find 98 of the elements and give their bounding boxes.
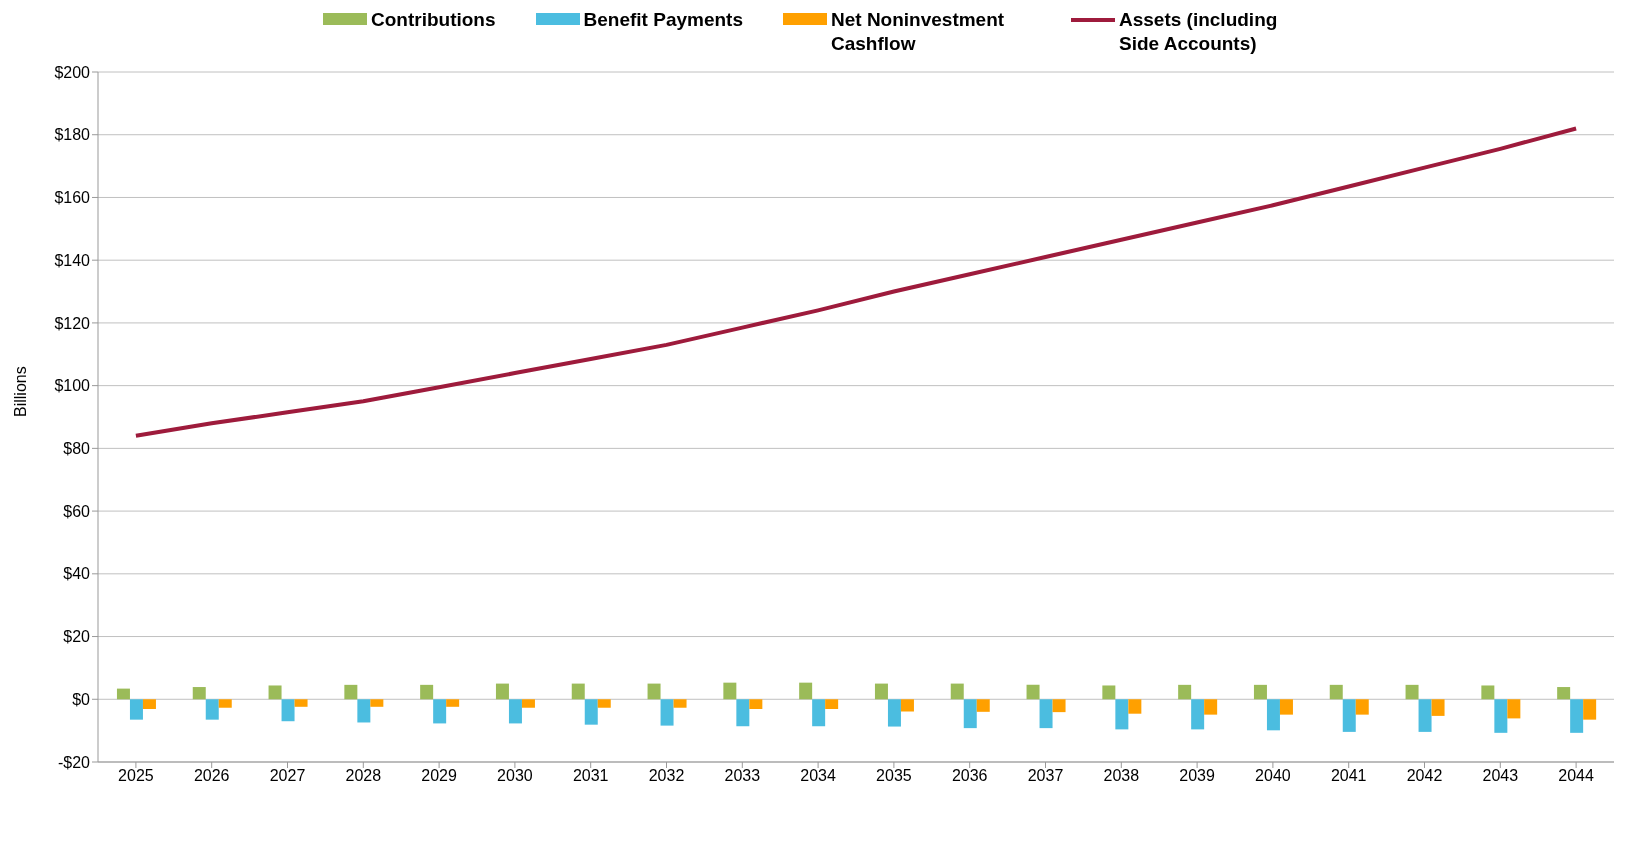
x-tick-label: 2031 — [572, 767, 609, 785]
legend-label: Benefit Payments — [583, 8, 743, 32]
bar — [1494, 699, 1508, 733]
y-tick-label: $100 — [54, 377, 91, 395]
y-tick-label: $0 — [72, 690, 91, 708]
bar — [205, 699, 219, 720]
x-tick-label: 2040 — [1255, 767, 1291, 785]
bar — [1342, 699, 1356, 732]
x-tick-label: 2039 — [1179, 767, 1215, 785]
bar — [900, 699, 914, 712]
legend-label: Net Noninvestment Cashflow — [830, 8, 1006, 56]
bar — [874, 683, 888, 700]
bar — [357, 699, 371, 723]
x-tick-label: 2032 — [648, 767, 685, 785]
y-tick-label: $60 — [63, 502, 91, 520]
bar — [508, 699, 522, 724]
line-series — [133, 126, 1579, 438]
y-tick-label: $40 — [63, 565, 91, 583]
bar — [736, 699, 750, 727]
bar — [495, 683, 509, 700]
bar — [1178, 684, 1192, 700]
bar — [950, 683, 964, 700]
bar — [812, 699, 826, 727]
bar — [749, 699, 763, 709]
legend-label: Assets (including Side Accounts) — [1118, 8, 1279, 56]
bar — [1102, 685, 1116, 700]
bar — [1266, 699, 1280, 731]
bar — [1253, 684, 1267, 700]
x-tick-label: 2033 — [724, 767, 761, 785]
bar — [420, 684, 434, 700]
bar — [1191, 699, 1205, 730]
bar — [647, 683, 661, 700]
bar — [1431, 699, 1445, 716]
x-tick-label: 2035 — [876, 767, 912, 785]
bar — [1557, 687, 1571, 700]
bar — [129, 699, 143, 720]
bar — [963, 699, 977, 729]
bar — [660, 699, 674, 726]
x-tick-label: 2042 — [1406, 767, 1443, 785]
y-axis-title: Billions — [11, 366, 29, 417]
x-tick-label: 2030 — [497, 767, 533, 785]
bar — [433, 699, 447, 724]
bar — [1039, 699, 1053, 729]
bar — [1329, 684, 1343, 700]
bar — [370, 699, 384, 707]
x-tick-label: 2036 — [951, 767, 988, 785]
bar — [1418, 699, 1432, 732]
bar — [1052, 699, 1066, 713]
bar — [1507, 699, 1521, 719]
x-tick-label: 2044 — [1558, 767, 1594, 785]
y-tick-label: $140 — [54, 251, 91, 269]
bar — [1583, 699, 1597, 720]
x-tick-label: 2027 — [269, 767, 306, 785]
bar — [116, 688, 130, 700]
bar — [825, 699, 839, 709]
bar — [281, 699, 295, 722]
y-tick-label: $200 — [54, 63, 91, 81]
bar — [976, 699, 990, 712]
bar — [1570, 699, 1584, 733]
bar — [673, 699, 687, 708]
bar — [1481, 685, 1495, 700]
x-tick-label: 2043 — [1482, 767, 1519, 785]
bar — [1204, 699, 1218, 715]
bar — [268, 685, 282, 700]
bar — [723, 682, 737, 700]
bar — [294, 699, 308, 707]
bar — [192, 687, 206, 700]
y-tick-label: $160 — [54, 189, 91, 207]
legend-label: Contributions — [371, 8, 496, 32]
bar — [597, 699, 611, 708]
bar — [344, 684, 358, 700]
bar — [584, 699, 598, 725]
x-tick-label: 2037 — [1027, 767, 1064, 785]
x-tick-label: 2034 — [800, 767, 836, 785]
bar — [142, 699, 156, 709]
bar — [446, 699, 460, 707]
y-tick-label: -$20 — [57, 753, 91, 771]
x-tick-label: 2028 — [345, 767, 382, 785]
x-tick-label: 2025 — [118, 767, 154, 785]
y-tick-label: $20 — [63, 628, 91, 646]
x-tick-label: 2038 — [1103, 767, 1140, 785]
bar — [1115, 699, 1129, 730]
bar — [1026, 684, 1040, 700]
x-tick-label: 2026 — [193, 767, 230, 785]
bar — [1128, 699, 1142, 714]
x-tick-label: 2041 — [1330, 767, 1367, 785]
bar — [1279, 699, 1293, 715]
bar — [218, 699, 232, 708]
y-tick-label: $80 — [63, 440, 91, 458]
x-tick-label: 2029 — [421, 767, 457, 785]
bar — [887, 699, 901, 727]
bar — [1405, 684, 1419, 700]
bar — [571, 683, 585, 700]
y-tick-label: $180 — [54, 126, 91, 144]
bar — [799, 682, 813, 700]
bar — [1355, 699, 1369, 715]
bar — [521, 699, 535, 708]
y-tick-label: $120 — [54, 314, 91, 332]
